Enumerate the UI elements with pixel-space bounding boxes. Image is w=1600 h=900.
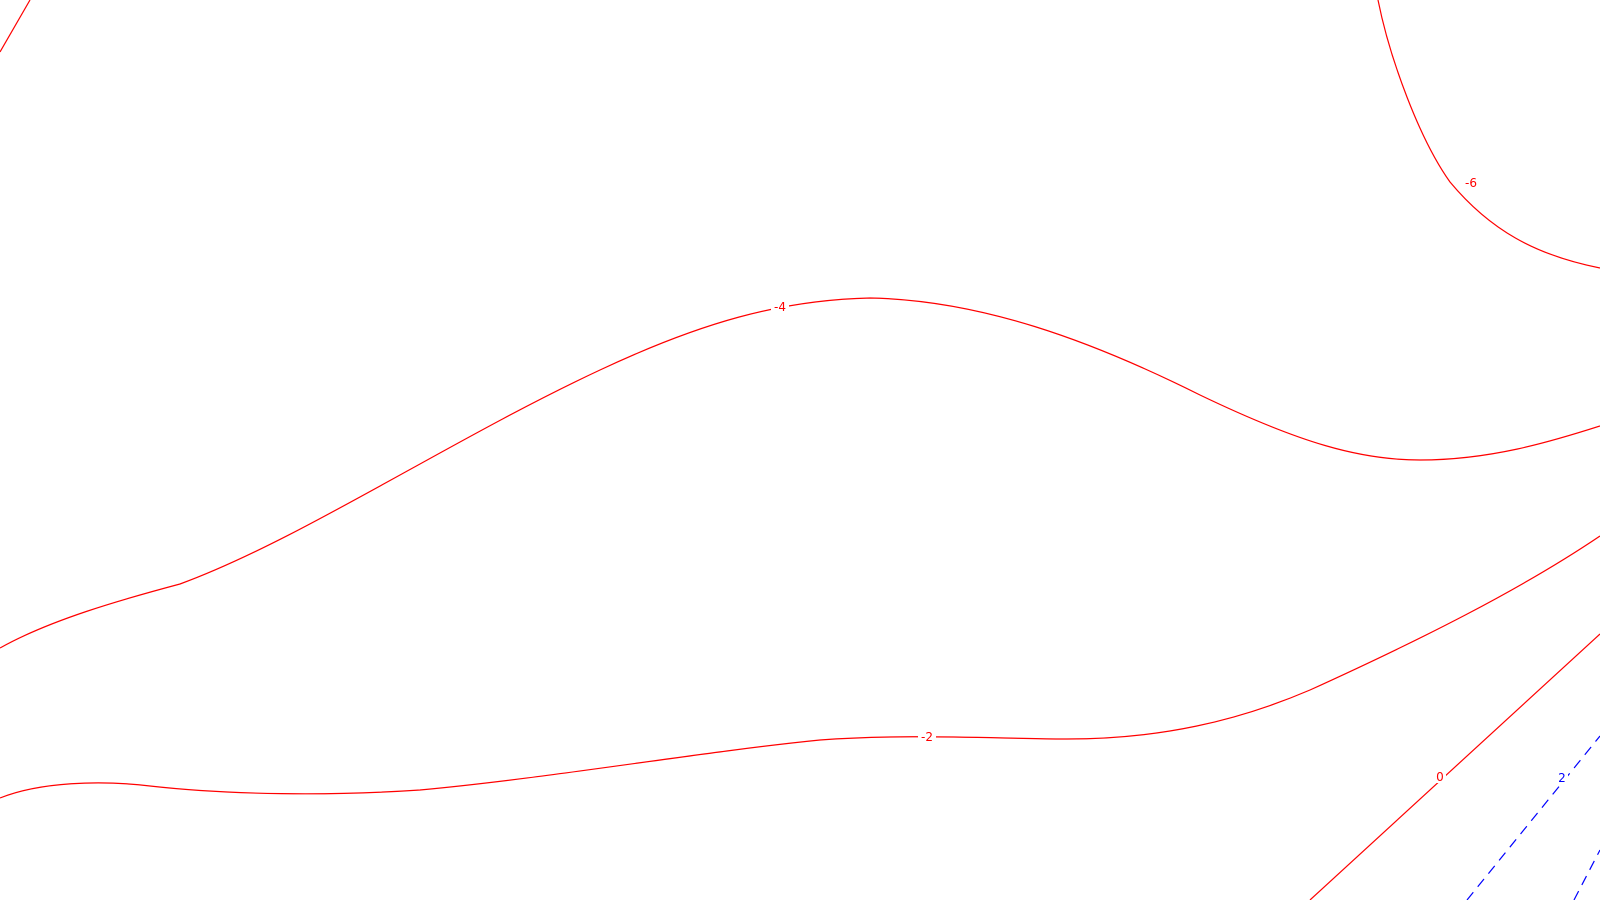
svg-text:2: 2: [1558, 771, 1566, 785]
contour-line-plus2-edge: [1573, 849, 1600, 900]
contour-label-minus4: -4: [771, 299, 789, 314]
contour-label-minus2: -2: [918, 729, 936, 744]
svg-text:-6: -6: [1465, 176, 1477, 190]
contour-label-minus6: -6: [1462, 175, 1480, 190]
contour-label-zero: 0: [1434, 769, 1446, 784]
svg-text:-2: -2: [921, 730, 933, 744]
svg-text:-4: -4: [774, 300, 786, 314]
contour-line-minus4: [0, 297, 1600, 649]
contour-line-minus6: [1377, 0, 1600, 269]
contour-line-zero: [1309, 633, 1600, 900]
contour-label-plus2: 2: [1556, 770, 1568, 785]
contour-line-plus2: [1466, 735, 1600, 900]
svg-text:0: 0: [1436, 770, 1444, 784]
contour-line-minus2: [0, 535, 1600, 799]
contour-line-topleft-fragment: [0, 0, 31, 53]
